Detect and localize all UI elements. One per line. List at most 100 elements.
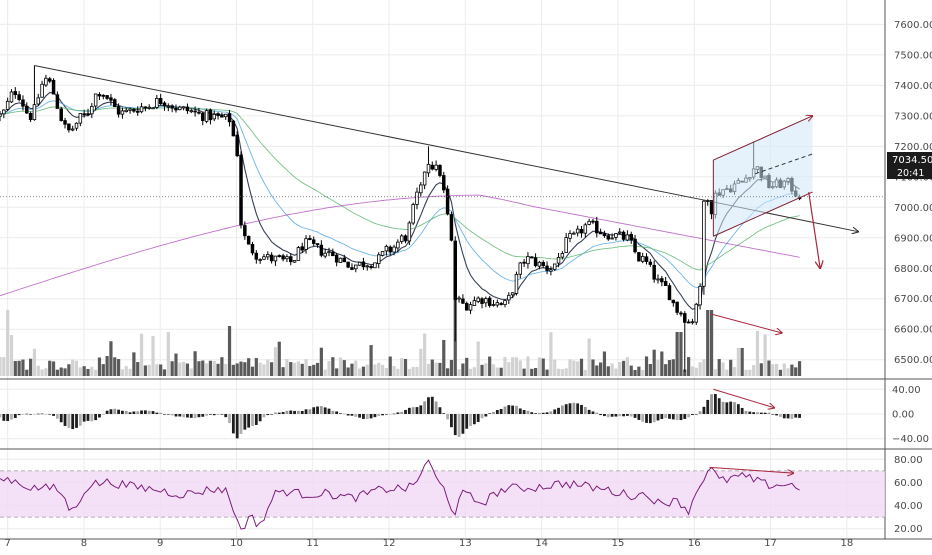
macd-bar — [515, 405, 518, 414]
macd-bar — [748, 411, 752, 414]
macd-bar — [522, 410, 526, 414]
volume-bar — [445, 368, 450, 376]
macd-bar — [450, 414, 453, 428]
macd-bar — [266, 414, 270, 416]
candle-body — [487, 297, 492, 306]
candle-body — [197, 111, 201, 114]
volume-bar — [491, 364, 496, 376]
candle-body — [334, 254, 339, 263]
volume-bar — [778, 369, 783, 376]
macd-bar — [779, 414, 782, 417]
candle-body — [694, 303, 698, 323]
candle — [132, 108, 136, 113]
time-tick-label: 16 — [688, 538, 701, 549]
candle-body — [59, 108, 63, 121]
volume-bar — [430, 359, 434, 376]
candle-body — [572, 232, 576, 235]
candle-body — [132, 108, 136, 112]
rsi-divergence-arrow — [709, 466, 794, 473]
candle — [36, 93, 40, 106]
candle — [564, 233, 568, 253]
candle-body — [289, 256, 293, 263]
price-tick-label: 6500.00 — [894, 355, 932, 366]
candle — [426, 146, 431, 177]
macd-bar — [721, 401, 725, 414]
candle — [44, 74, 48, 87]
volume-bar — [411, 366, 415, 376]
candle-body — [545, 265, 549, 271]
candle — [208, 108, 213, 125]
macd-bar — [671, 414, 675, 420]
macd-bar — [572, 402, 576, 414]
macd-bar — [293, 410, 296, 414]
candle-body — [484, 298, 488, 304]
candle-body — [373, 262, 377, 269]
candle-body — [652, 264, 656, 280]
candle — [113, 98, 117, 108]
volume-bar — [373, 364, 377, 376]
candle — [266, 251, 270, 260]
candle-body — [399, 235, 404, 242]
volume-bar — [197, 361, 201, 376]
volume-bar — [178, 362, 182, 376]
macd-bar — [178, 414, 182, 417]
candle-body — [552, 263, 557, 270]
volume-bar — [511, 357, 515, 376]
macd-bar — [434, 401, 438, 414]
macd-bar — [469, 414, 472, 426]
volume-bar — [488, 356, 492, 376]
volume-bar — [744, 369, 748, 376]
candle-body — [139, 106, 144, 113]
candle-body — [568, 233, 572, 239]
candle — [250, 242, 255, 256]
candle — [625, 230, 630, 242]
macd-bar — [262, 414, 266, 418]
rsi-panel — [0, 459, 885, 530]
macd-bar — [86, 414, 90, 421]
time-tick-label: 7 — [4, 538, 10, 549]
candle-body — [419, 184, 423, 194]
drawings — [0, 65, 885, 333]
candle-body — [354, 264, 358, 270]
macd-bar — [281, 411, 285, 414]
candle — [239, 151, 243, 229]
candle — [476, 296, 480, 304]
macd-bar — [220, 414, 224, 415]
volume-bar — [380, 364, 385, 376]
macd-bar — [128, 412, 132, 414]
volume-bar — [625, 357, 629, 376]
candle-body — [392, 246, 396, 253]
volume-bar — [304, 359, 308, 376]
volume-bar — [285, 359, 289, 376]
last-price-label: 7034.50 — [892, 155, 932, 166]
macd-bar — [622, 414, 625, 417]
candle — [510, 292, 515, 299]
candle-body — [579, 228, 584, 234]
candle-body — [189, 110, 194, 113]
candle-body — [285, 256, 289, 260]
volume-bar — [690, 366, 695, 376]
candle-body — [227, 113, 232, 123]
volume-bar — [568, 359, 572, 376]
macd-bar — [369, 414, 373, 419]
volume-bar — [21, 359, 25, 376]
candle-body — [220, 114, 224, 118]
candle — [560, 251, 565, 260]
macd-bar — [453, 414, 457, 436]
macd-bar — [251, 414, 254, 427]
candle-body — [472, 300, 477, 306]
candle-body — [105, 95, 109, 99]
volume-bar — [358, 368, 362, 376]
candle — [690, 318, 695, 325]
macd-bar — [0, 414, 2, 418]
volume-bar — [185, 363, 190, 376]
candle — [63, 117, 67, 129]
macd-bar — [576, 403, 580, 414]
candle — [135, 106, 140, 116]
candle — [686, 319, 691, 324]
macd-bar — [377, 414, 381, 417]
volume-bar — [227, 326, 232, 376]
candle-body — [640, 256, 645, 262]
candle-body — [633, 238, 637, 253]
